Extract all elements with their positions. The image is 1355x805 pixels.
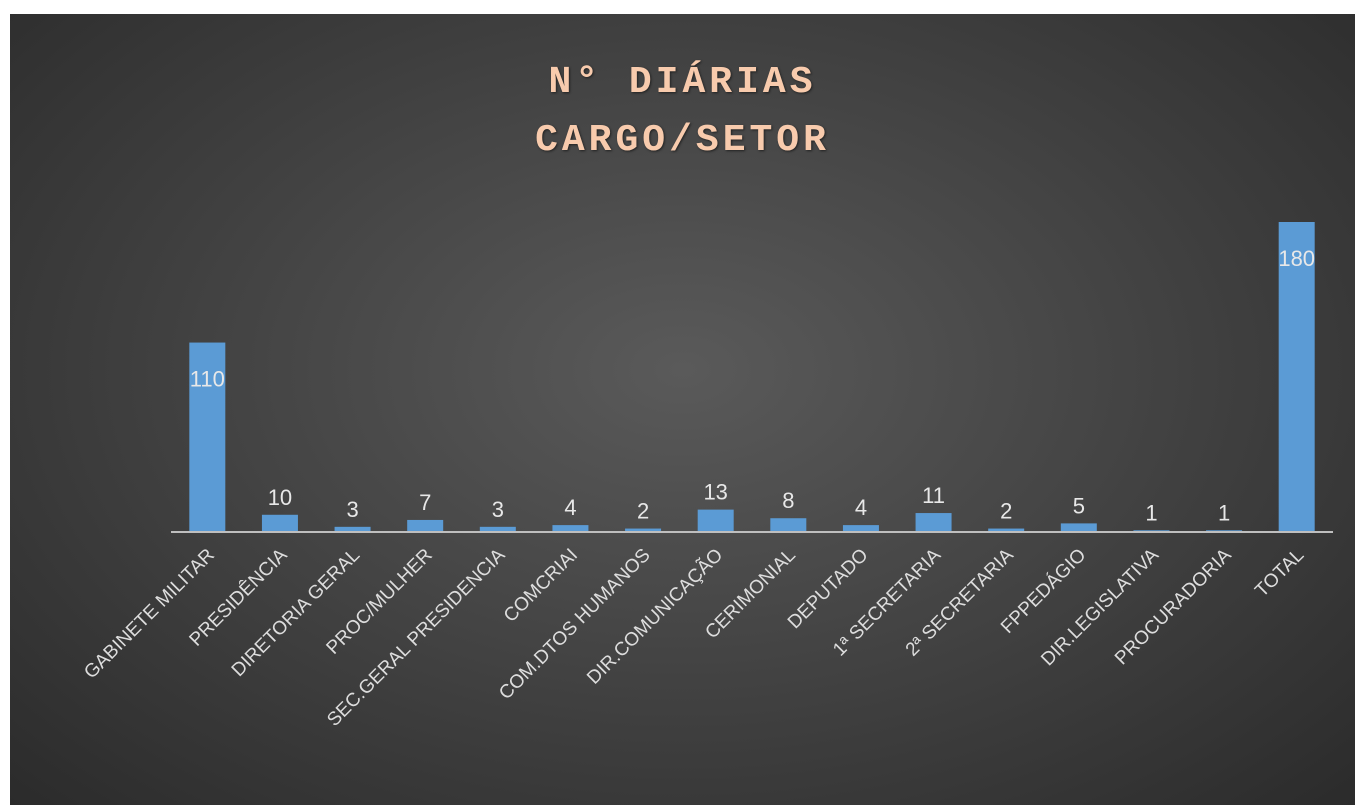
data-label: 7 [419, 490, 431, 515]
data-label: 11 [922, 483, 945, 508]
x-tick-label: GABINETE MILITAR [80, 545, 219, 684]
chart-title: N° DIÁRIAS CARGO/SETOR [535, 61, 830, 162]
data-label: 180 [1278, 246, 1315, 271]
data-label: 13 [703, 480, 727, 505]
data-label: 2 [637, 499, 649, 524]
data-label: 2 [1000, 499, 1012, 524]
data-label: 1 [1218, 500, 1230, 525]
bar [915, 513, 952, 532]
bar [770, 518, 807, 532]
bar [407, 519, 444, 532]
x-tick-label: COM.DTOS HUMANOS [495, 545, 654, 704]
bar [1278, 222, 1315, 532]
data-label: 3 [492, 497, 504, 522]
bar [334, 526, 371, 532]
data-label: 4 [855, 495, 867, 520]
chart-area: N° DIÁRIAS CARGO/SETOR [10, 14, 1355, 805]
bar [697, 509, 734, 532]
data-label: 5 [1073, 493, 1085, 518]
data-label: 1 [1145, 500, 1157, 525]
data-label: 3 [346, 497, 358, 522]
data-label: 10 [268, 485, 292, 510]
data-label: 4 [564, 495, 576, 520]
x-tick-label: DIR.COMUNICAÇÃO [583, 544, 728, 689]
bar [189, 342, 226, 532]
bar [261, 514, 298, 532]
bar [988, 528, 1025, 532]
bar [625, 528, 662, 532]
title-box: N° DIÁRIAS CARGO/SETOR [10, 54, 1355, 170]
bar [842, 525, 879, 532]
x-tick-label: DIRETORIA GERAL [228, 545, 364, 681]
bar [552, 525, 589, 532]
data-label: 110 [190, 367, 225, 392]
data-label: 8 [782, 488, 794, 513]
x-tick-label: TOTAL [1251, 545, 1308, 602]
bar [1060, 523, 1097, 532]
bar [479, 526, 516, 532]
